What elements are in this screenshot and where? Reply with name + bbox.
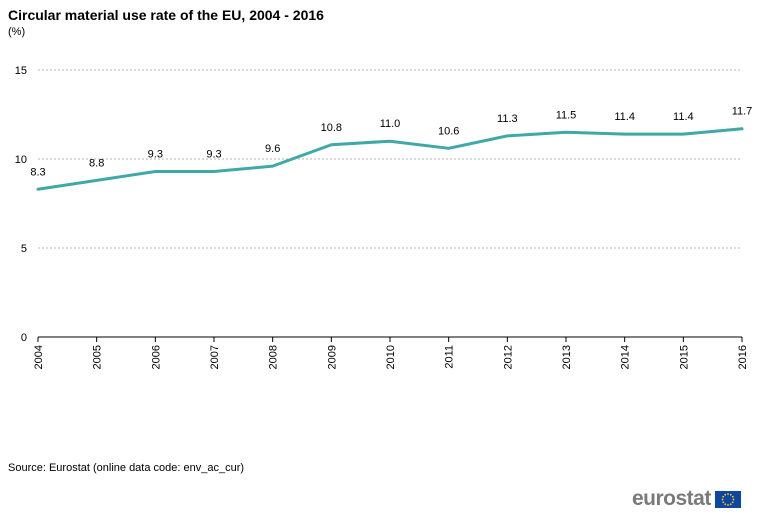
gridlines	[38, 69, 742, 249]
flag-star	[729, 493, 732, 496]
data-label-2016: 11.7	[732, 106, 753, 118]
data-label-2007: 9.3	[206, 148, 221, 160]
data-label-2012: 11.3	[497, 113, 518, 125]
x-tick-label-2009: 2009	[326, 345, 338, 369]
data-label-2009: 10.8	[321, 122, 342, 134]
flag-star	[721, 498, 724, 500]
flag-star	[726, 492, 729, 495]
flag-star	[726, 503, 729, 506]
x-tick-label-2015: 2015	[678, 345, 690, 369]
data-label-2005: 8.8	[89, 157, 104, 169]
flag-star	[724, 493, 727, 496]
y-axis-unit: (%)	[8, 26, 26, 38]
data-label-2014: 11.4	[614, 111, 635, 123]
x-tick-label-2012: 2012	[502, 345, 514, 369]
flag-star	[731, 495, 734, 498]
x-axis: 2004 2005 2006 2007 2008 2009 2010 2011 2012 2013…	[33, 336, 749, 369]
data-label-2004: 8.3	[30, 166, 45, 178]
flag-star	[722, 500, 724, 503]
x-tick-label-2007: 2007	[209, 345, 221, 369]
data-label-2010: 11.0	[380, 118, 401, 130]
y-tick-label-10: 10	[15, 154, 27, 166]
y-axis-ticks: 0 5 10 15	[15, 65, 27, 344]
x-tick-label-2010: 2010	[385, 345, 397, 369]
data-label-2008: 9.6	[265, 143, 280, 155]
x-tick-label-2014: 2014	[620, 345, 632, 369]
data-label-2015: 11.4	[673, 111, 694, 123]
y-tick-label-0: 0	[21, 332, 27, 344]
source-note: Source: Eurostat (online data code: env_…	[8, 462, 245, 474]
flag-star	[724, 502, 727, 505]
y-tick-label-5: 5	[21, 243, 27, 255]
x-tick-label-2011: 2011	[444, 345, 456, 369]
flag-star	[731, 500, 734, 503]
chart-title: Circular material use rate of the EU, 20…	[8, 7, 324, 23]
x-tick-label-2004: 2004	[33, 345, 45, 369]
data-labels: 8.3 8.8 9.3 9.3 9.6 10.8 11.0 10.6 11.3 11.5 11.4 1…	[30, 106, 752, 179]
data-label-2013: 11.5	[556, 109, 577, 121]
eu-flag-icon	[714, 490, 741, 508]
data-label-2006: 9.3	[148, 148, 163, 160]
flag-star	[729, 502, 732, 505]
logo-wordmark: eurostat	[632, 487, 711, 510]
flag-star	[732, 498, 735, 500]
data-label-2011: 10.6	[438, 125, 459, 137]
series-line-0	[36, 127, 744, 191]
flag-star	[722, 495, 724, 498]
y-tick-label-15: 15	[15, 65, 27, 77]
x-tick-label-2008: 2008	[268, 345, 280, 369]
eurostat-logo: eurostat	[632, 487, 741, 510]
series-lines	[36, 127, 744, 191]
x-tick-label-2006: 2006	[150, 345, 162, 369]
x-tick-label-2013: 2013	[561, 345, 573, 369]
x-tick-label-2005: 2005	[92, 345, 104, 369]
x-tick-label-2016: 2016	[737, 345, 749, 369]
